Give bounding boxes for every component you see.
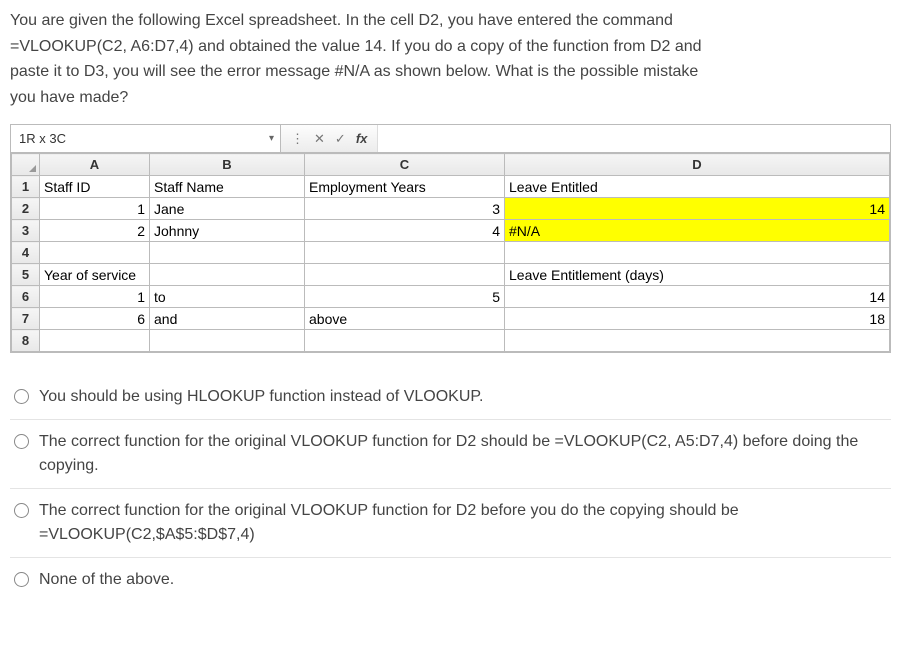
col-header-A: A <box>40 154 150 176</box>
cell: Leave Entitlement (days) <box>505 264 890 286</box>
row-header: 1 <box>12 176 40 198</box>
spreadsheet-grid: A B C D 1Staff IDStaff NameEmployment Ye… <box>11 153 890 352</box>
q-line-2: =VLOOKUP(C2, A6:D7,4) and obtained the v… <box>10 38 702 55</box>
table-row: 8 <box>12 330 890 352</box>
col-header-D: D <box>505 154 890 176</box>
cell: Jane <box>150 198 305 220</box>
radio-icon[interactable] <box>14 503 29 518</box>
cell: 14 <box>505 286 890 308</box>
cell: 4 <box>305 220 505 242</box>
name-box: 1R x 3C ▾ <box>11 125 281 152</box>
cell: Johnny <box>150 220 305 242</box>
radio-icon[interactable] <box>14 572 29 587</box>
cell <box>305 330 505 352</box>
row-header: 2 <box>12 198 40 220</box>
cell: #N/A <box>505 220 890 242</box>
dots-icon: ⋮ <box>291 131 304 147</box>
cell: Employment Years <box>305 176 505 198</box>
q-line-4: you have made? <box>10 89 128 106</box>
cancel-icon: ✕ <box>314 131 325 147</box>
col-header-B: B <box>150 154 305 176</box>
answer-option[interactable]: The correct function for the original VL… <box>10 488 891 557</box>
option-text: You should be using HLOOKUP function ins… <box>39 385 483 409</box>
formula-bar-icons: ⋮ ✕ ✓ fx <box>281 131 377 147</box>
cell <box>40 242 150 264</box>
q-line-1: You are given the following Excel spread… <box>10 12 673 29</box>
col-header-row: A B C D <box>12 154 890 176</box>
fx-icon: fx <box>356 131 368 146</box>
row-header: 5 <box>12 264 40 286</box>
cell <box>150 242 305 264</box>
cell: 6 <box>40 308 150 330</box>
name-box-text: 1R x 3C <box>19 131 66 146</box>
cell <box>505 242 890 264</box>
cell: Year of service <box>40 264 150 286</box>
table-row: 1Staff IDStaff NameEmployment YearsLeave… <box>12 176 890 198</box>
enter-icon: ✓ <box>335 131 346 147</box>
formula-bar-input <box>377 125 890 152</box>
row-header: 8 <box>12 330 40 352</box>
cell: Leave Entitled <box>505 176 890 198</box>
radio-icon[interactable] <box>14 389 29 404</box>
cell: 2 <box>40 220 150 242</box>
table-row: 32Johnny4#N/A <box>12 220 890 242</box>
cell: Staff Name <box>150 176 305 198</box>
cell: 18 <box>505 308 890 330</box>
cell: and <box>150 308 305 330</box>
row-header: 6 <box>12 286 40 308</box>
cell: above <box>305 308 505 330</box>
cell: to <box>150 286 305 308</box>
table-row: 61to514 <box>12 286 890 308</box>
option-text: The correct function for the original VL… <box>39 430 887 478</box>
cell <box>150 330 305 352</box>
option-text: None of the above. <box>39 568 174 592</box>
col-header-C: C <box>305 154 505 176</box>
table-row: 5Year of service Leave Entitlement (days) <box>12 264 890 286</box>
answer-option[interactable]: The correct function for the original VL… <box>10 419 891 488</box>
table-row: 76andabove18 <box>12 308 890 330</box>
option-text: The correct function for the original VL… <box>39 499 887 547</box>
cell: 1 <box>40 198 150 220</box>
answer-option[interactable]: You should be using HLOOKUP function ins… <box>10 375 891 419</box>
row-header: 3 <box>12 220 40 242</box>
cell: 3 <box>305 198 505 220</box>
q-line-3: paste it to D3, you will see the error m… <box>10 63 698 80</box>
cell: 1 <box>40 286 150 308</box>
row-header: 4 <box>12 242 40 264</box>
cell <box>40 330 150 352</box>
table-row: 21Jane314 <box>12 198 890 220</box>
cell <box>505 330 890 352</box>
cell: 5 <box>305 286 505 308</box>
select-all-corner <box>12 154 40 176</box>
row-header: 7 <box>12 308 40 330</box>
question-stem: You are given the following Excel spread… <box>10 8 891 110</box>
name-box-dropdown-icon: ▾ <box>269 133 274 144</box>
answer-options: You should be using HLOOKUP function ins… <box>10 375 891 602</box>
cell <box>305 264 505 286</box>
excel-screenshot: 1R x 3C ▾ ⋮ ✕ ✓ fx A B C D 1S <box>10 124 891 353</box>
cell: Staff ID <box>40 176 150 198</box>
radio-icon[interactable] <box>14 434 29 449</box>
table-row: 4 <box>12 242 890 264</box>
answer-option[interactable]: None of the above. <box>10 557 891 602</box>
formula-bar: 1R x 3C ▾ ⋮ ✕ ✓ fx <box>11 125 890 153</box>
cell: 14 <box>505 198 890 220</box>
cell <box>305 242 505 264</box>
cell <box>150 264 305 286</box>
